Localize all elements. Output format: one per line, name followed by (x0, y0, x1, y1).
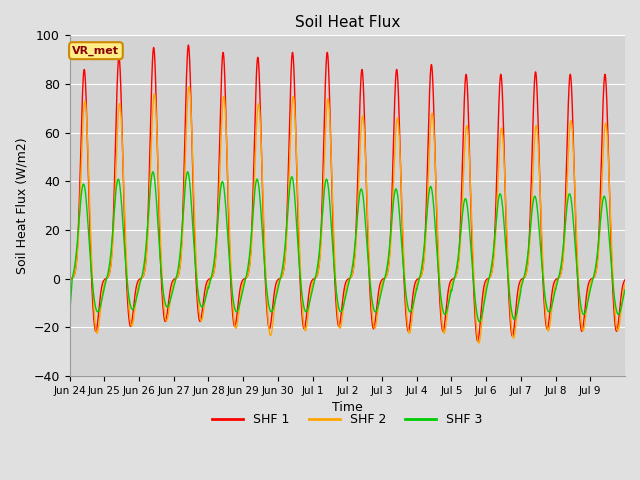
Text: VR_met: VR_met (72, 46, 120, 56)
SHF 3 (476, 319, 483, 324)
SHF 1 (541, 317, 549, 323)
SHF 2 (398, 198, 406, 204)
SHF 3 (500, 218, 508, 224)
SHF 2 (621, 281, 629, 287)
Title: Soil Heat Flux: Soil Heat Flux (294, 15, 400, 30)
SHF 3 (181, 187, 189, 193)
SHF 1 (184, 42, 192, 48)
SHF 2 (66, 281, 74, 287)
SHF 3 (368, 297, 376, 303)
SHF 1 (398, 210, 406, 216)
SHF 3 (541, 297, 549, 302)
SHF 3 (66, 312, 74, 318)
SHF 3 (398, 242, 406, 248)
SHF 1 (621, 277, 629, 283)
Line: SHF 2: SHF 2 (70, 86, 625, 343)
SHF 2 (181, 174, 189, 180)
SHF 1 (181, 140, 189, 145)
Y-axis label: Soil Heat Flux (W/m2): Soil Heat Flux (W/m2) (15, 137, 28, 274)
SHF 1 (368, 318, 376, 324)
SHF 2 (527, 214, 535, 220)
SHF 1 (474, 338, 481, 344)
SHF 3 (527, 217, 535, 223)
SHF 1 (527, 185, 535, 191)
SHF 2 (185, 84, 193, 89)
SHF 3 (149, 169, 157, 175)
Line: SHF 3: SHF 3 (70, 172, 625, 322)
Line: SHF 1: SHF 1 (70, 45, 625, 341)
SHF 2 (475, 340, 483, 346)
SHF 1 (66, 277, 74, 283)
Legend: SHF 1, SHF 2, SHF 3: SHF 1, SHF 2, SHF 3 (207, 408, 488, 431)
SHF 2 (500, 152, 508, 157)
SHF 2 (368, 307, 376, 312)
SHF 1 (500, 137, 508, 143)
SHF 3 (621, 287, 629, 292)
SHF 2 (541, 308, 549, 313)
X-axis label: Time: Time (332, 401, 363, 414)
